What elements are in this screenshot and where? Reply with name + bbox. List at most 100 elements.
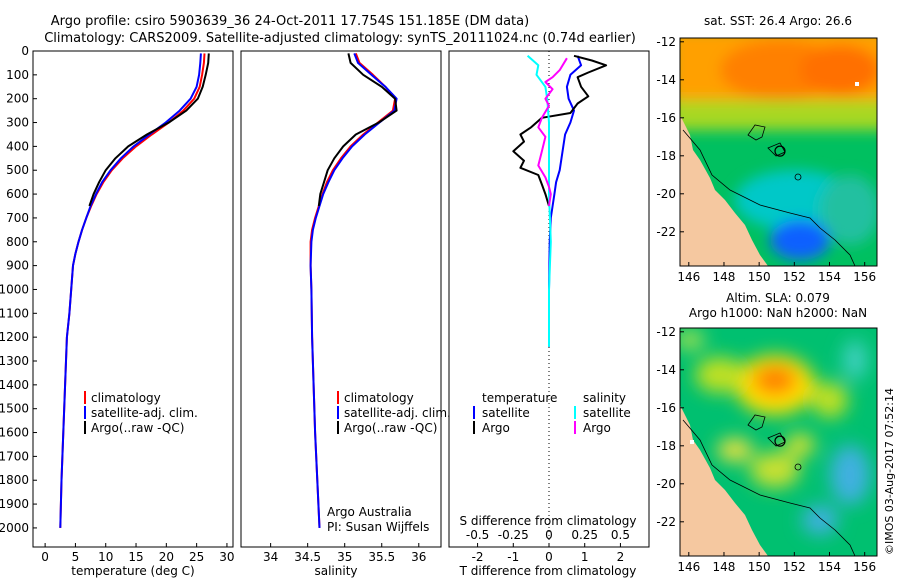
salinity-note-line2: PI: Susan Wijffels xyxy=(327,520,429,534)
longitude-label: 146 xyxy=(677,270,700,284)
sst-map-small-reef xyxy=(794,173,802,181)
latitude-label: -22 xyxy=(656,225,676,239)
latitude-label: -20 xyxy=(656,187,676,201)
series-line-argo-raw-qc- xyxy=(88,53,210,207)
latitude-label: -20 xyxy=(656,477,676,491)
sla-map-land xyxy=(680,405,768,556)
y-tick-label: 1300 xyxy=(0,354,29,368)
salinity-note-line1: Argo Australia xyxy=(327,505,412,519)
x-tick-label: 15 xyxy=(128,550,143,564)
longitude-label: 152 xyxy=(783,560,806,574)
longitude-label: 150 xyxy=(748,270,771,284)
temperature-axis-label: temperature (deg C) xyxy=(71,564,194,578)
sst-map-longitude-labels: 146 148 150 152 154 156 xyxy=(677,262,876,284)
longitude-label: 148 xyxy=(713,560,736,574)
sla-map-field xyxy=(680,328,877,556)
x-tick-label: 5 xyxy=(72,550,80,564)
latitude-label: -16 xyxy=(656,111,676,125)
y-tick-label: 0 xyxy=(21,44,29,58)
legend-label-argo: Argo(..raw -QC) xyxy=(344,421,437,435)
salinity-tick-labels: 34 34.5 35 35.5 36 xyxy=(263,543,426,564)
x-tick-label: -2 xyxy=(472,550,484,564)
y-tick-label: 1400 xyxy=(0,378,29,392)
sst-map-argo-location-marker xyxy=(774,145,786,157)
difference-legend: temperature salinity satellite Argo sate… xyxy=(473,391,631,435)
sla-map-panel: Altim. SLA: 0.079 Argo h1000: NaN h2000:… xyxy=(656,291,878,574)
x-tick-label: 0 xyxy=(545,550,553,564)
series-line-climatology xyxy=(59,53,206,528)
longitude-label: 146 xyxy=(677,560,700,574)
longitude-label: 154 xyxy=(818,560,841,574)
x-tick-label: 35.5 xyxy=(368,550,395,564)
series-line-s-satellite xyxy=(526,55,552,347)
longitude-label: 152 xyxy=(783,270,806,284)
series-line-s-argo xyxy=(537,57,568,207)
y-tick-label: 700 xyxy=(6,211,29,225)
legend-label-s-satellite: satellite xyxy=(583,406,631,420)
x-tick-label: 10 xyxy=(98,550,113,564)
temperature-legend: climatology satellite-adj. clim. Argo(..… xyxy=(84,391,198,435)
y-tick-label: 1200 xyxy=(0,330,29,344)
top-tick-label: 0 xyxy=(545,528,553,542)
x-tick-label: 34 xyxy=(263,550,278,564)
salinity-series xyxy=(309,53,398,528)
y-tick-label: 100 xyxy=(6,68,29,82)
y-tick-label: 500 xyxy=(6,163,29,177)
difference-series xyxy=(512,54,608,347)
sst-map-frame xyxy=(679,37,878,267)
y-tick-label: 1800 xyxy=(0,473,29,487)
sla-map-latitude-labels: -12 -14 -16 -18 -20 -22 xyxy=(656,325,684,529)
legend-label-climatology: climatology xyxy=(91,391,161,405)
legend-label-argo: Argo(..raw -QC) xyxy=(91,421,184,435)
difference-panel: -2 -1 0 1 2 -0.5 -0.25 0 0.25 0.5 temperature sa… xyxy=(448,50,650,578)
latitude-label: -14 xyxy=(656,73,676,87)
sla-map-argo-location-marker xyxy=(774,435,786,447)
x-tick-label: 34.5 xyxy=(294,550,321,564)
y-tick-label: 400 xyxy=(6,139,29,153)
y-tick-label: 900 xyxy=(6,259,29,273)
temperature-series xyxy=(59,53,210,528)
salinity-legend: climatology satellite-adj. clim. Argo(..… xyxy=(337,391,451,435)
sst-map-panel: sat. SST: 26.4 Argo: 26.6 146 148 150 152 15… xyxy=(656,14,878,284)
y-tick-label: 1600 xyxy=(0,426,29,440)
longitude-label: 156 xyxy=(853,270,876,284)
salinity-panel: 34 34.5 35 35.5 36 climatology satellite-adj… xyxy=(240,50,451,578)
legend-label-climatology: climatology xyxy=(344,391,414,405)
x-tick-label: 35 xyxy=(337,550,352,564)
legend-label-t-satellite: satellite xyxy=(482,406,530,420)
series-line-t-satellite xyxy=(548,55,583,347)
x-tick-label: 25 xyxy=(189,550,204,564)
x-tick-label: 0 xyxy=(41,550,49,564)
longitude-label: 148 xyxy=(713,270,736,284)
sla-map-longitude-labels: 146 148 150 152 154 156 xyxy=(677,552,876,574)
x-tick-label: 30 xyxy=(219,550,234,564)
sla-map-reef-contour xyxy=(682,419,856,556)
series-line-t-argo xyxy=(512,54,608,207)
series-line-climatology xyxy=(309,53,397,528)
latitude-label: -14 xyxy=(656,363,676,377)
latitude-label: -12 xyxy=(656,325,676,339)
x-tick-label: -1 xyxy=(507,550,519,564)
legend-label-t-argo: Argo xyxy=(482,421,510,435)
footer-timestamp: ©IMOS 03-Aug-2017 07:52:14 xyxy=(883,388,896,555)
series-line-argo-raw-qc- xyxy=(317,53,398,207)
sla-map-frame xyxy=(679,327,878,557)
y-tick-label: 1000 xyxy=(0,282,29,296)
s-difference-tick-labels: -0.5 -0.25 0 0.25 0.5 xyxy=(466,528,630,542)
y-tick-label: 1100 xyxy=(0,306,29,320)
latitude-label: -22 xyxy=(656,515,676,529)
y-tick-label: 300 xyxy=(6,116,29,130)
header-line2: Climatology: CARS2009. Satellite-adjuste… xyxy=(44,31,636,46)
sla-map-small-reef xyxy=(794,463,802,471)
longitude-label: 154 xyxy=(818,270,841,284)
x-tick-label: 20 xyxy=(159,550,174,564)
header-line1: Argo profile: csiro 5903639_36 24-Oct-20… xyxy=(51,14,529,29)
y-tick-label: 200 xyxy=(6,92,29,106)
series-line-satellite-adj-clim- xyxy=(59,53,202,528)
sst-map-latitude-labels: -12 -14 -16 -18 -20 -22 xyxy=(656,35,684,239)
legend-label-satellite: satellite-adj. clim. xyxy=(91,406,198,420)
top-tick-label: 0.25 xyxy=(571,528,598,542)
sst-map-reef-contour xyxy=(682,129,856,266)
x-tick-label: 2 xyxy=(617,550,625,564)
